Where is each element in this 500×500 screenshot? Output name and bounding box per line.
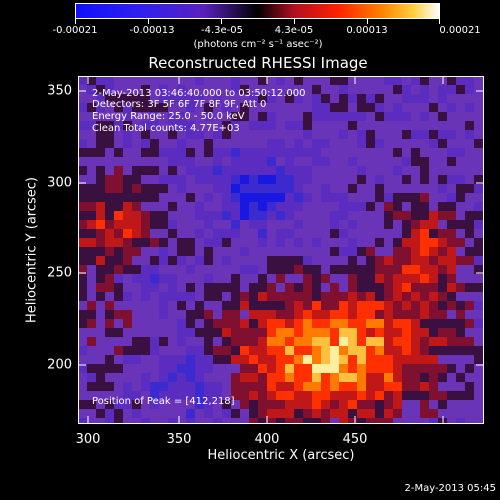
colorbar-tick <box>221 19 222 24</box>
colorbar-tick-label: -0.00021 <box>52 25 98 36</box>
rhessi-image <box>78 76 484 424</box>
x-tick-label: 300 <box>75 432 101 447</box>
plot-title: Reconstructed RHESSI Image <box>148 54 368 72</box>
y-tick-label: 350 <box>47 83 72 99</box>
image-plot: 2-May-2013 03:46:40.000 to 03:50:12.000 … <box>78 76 484 424</box>
algorithm-counts-text: Clean Total counts: 4.77E+03 <box>92 123 240 134</box>
colorbar-tick-label: -4.3e-05 <box>201 25 243 36</box>
detectors-text: Detectors: 3F 5F 6F 7F 8F 9F, Att 0 <box>92 99 267 110</box>
y-axis-label: Heliocentric Y (arcsec) <box>24 177 40 323</box>
colorbar-tick <box>439 19 440 24</box>
y-tick-label: 250 <box>47 265 72 281</box>
x-tick-label: 350 <box>166 432 192 447</box>
time-range-text: 2-May-2013 03:46:40.000 to 03:50:12.000 <box>92 88 306 99</box>
x-tick-label: 400 <box>254 432 280 447</box>
colorbar <box>75 3 440 19</box>
colorbar-tick <box>367 19 368 24</box>
colorbar-units: (photons cm⁻² s⁻¹ asec⁻²) <box>193 39 323 50</box>
y-tick-label: 300 <box>47 175 72 191</box>
energy-range-text: Energy Range: 25.0 - 50.0 keV <box>92 111 245 122</box>
colorbar-tick <box>294 19 295 24</box>
x-axis-label: Heliocentric X (arcsec) <box>207 448 355 463</box>
colorbar-tick-label: -0.00013 <box>129 25 175 36</box>
colorbar-tick <box>75 19 76 24</box>
plot-timestamp: 2-May-2013 05:45 <box>404 483 496 494</box>
colorbar-tick-label: 0.00013 <box>346 25 388 36</box>
peak-position-text: Position of Peak = [412,218] <box>92 396 235 407</box>
colorbar-tick-label: 4.3e-05 <box>274 25 314 36</box>
colorbar-tick-label: 0.00021 <box>439 25 481 36</box>
y-tick-label: 200 <box>47 357 72 373</box>
x-tick-label: 450 <box>342 432 368 447</box>
colorbar-tick <box>148 19 149 24</box>
